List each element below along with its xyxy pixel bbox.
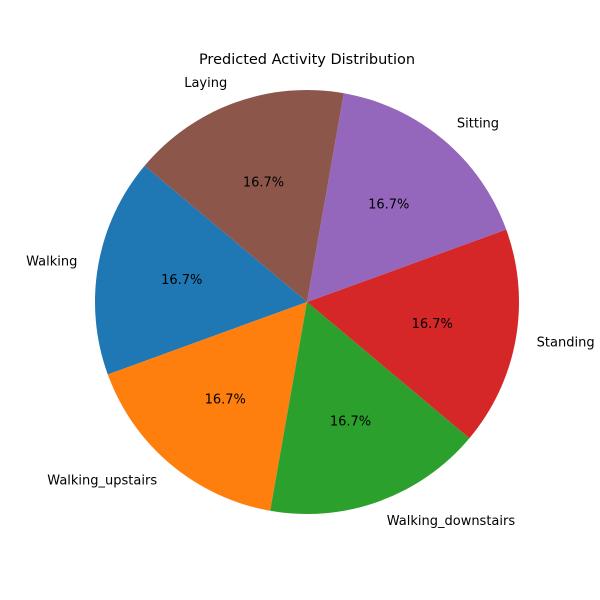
chart-title: Predicted Activity Distribution <box>199 52 415 68</box>
slice-percent-standing: 16.7% <box>412 317 453 332</box>
slice-label-walking-upstairs: Walking_upstairs <box>47 474 157 489</box>
slice-label-standing: Standing <box>537 335 595 350</box>
pie-slice-sitting <box>307 93 507 302</box>
pie-slice-walking-upstairs <box>107 302 308 511</box>
pie-labels: Walking 16.7% Walking_upstairs 16.7% Walking… <box>26 76 594 529</box>
pie-slices <box>94 90 520 514</box>
pie-slice-walking-downstairs <box>270 302 470 514</box>
slice-label-sitting: Sitting <box>457 116 499 131</box>
slice-label-walking-downstairs: Walking_downstairs <box>387 514 516 529</box>
slice-label-laying: Laying <box>184 76 227 91</box>
pie-slice-walking <box>94 165 307 375</box>
slice-percent-walking: 16.7% <box>161 273 202 288</box>
slice-percent-walking-downstairs: 16.7% <box>330 415 371 430</box>
pie-slice-standing <box>307 229 520 439</box>
slice-percent-sitting: 16.7% <box>368 198 409 213</box>
slice-percent-laying: 16.7% <box>243 175 284 190</box>
slice-percent-walking-upstairs: 16.7% <box>205 392 246 407</box>
slice-label-walking: Walking <box>26 255 77 270</box>
pie-slice-laying <box>144 90 344 303</box>
